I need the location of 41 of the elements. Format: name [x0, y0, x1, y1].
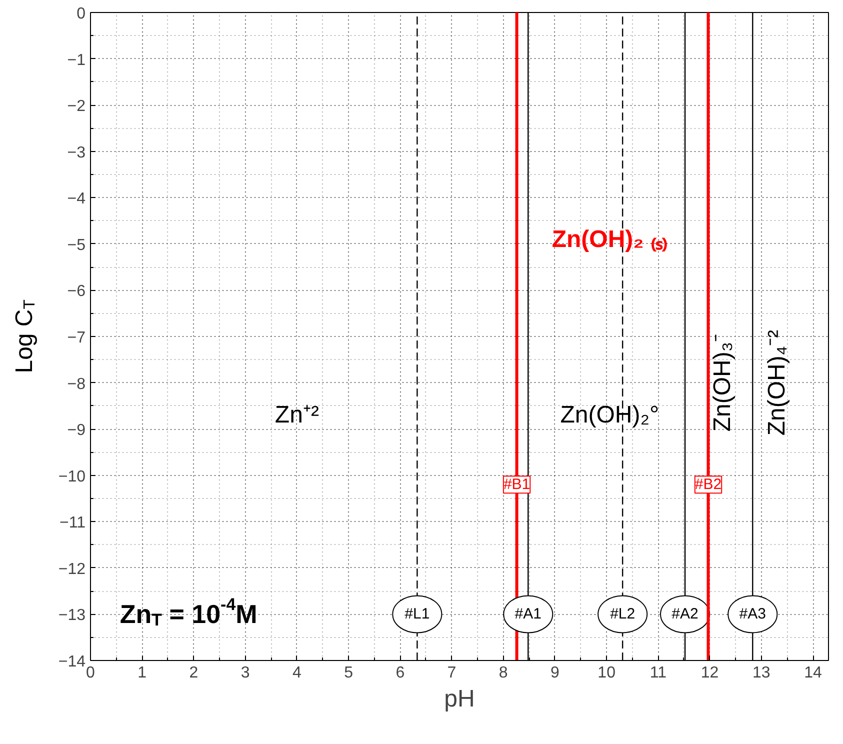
annotation: Zn(OH)₃⁻ [709, 334, 736, 432]
y-axis-title: Log CT [11, 299, 38, 374]
y-tick-label: −7 [67, 330, 86, 346]
x-tick-label: 13 [752, 664, 770, 682]
x-tick-label: 10 [598, 664, 616, 682]
series-label: #L2 [610, 606, 636, 623]
annotation: Zn(OH)₄⁻² [763, 330, 790, 436]
y-tick-label: −3 [67, 144, 86, 162]
x-tick-label: 12 [700, 664, 719, 682]
x-tick-label: 6 [396, 664, 405, 682]
y-tick-label: −9 [67, 422, 86, 440]
x-tick-label: 7 [447, 664, 456, 682]
x-tick-label: 11 [650, 664, 667, 682]
annotation: Zn(OH)₂° [560, 402, 660, 429]
y-tick-label: 0 [76, 6, 86, 22]
x-axis-title: pH [444, 686, 475, 712]
series-label: #A2 [672, 606, 698, 623]
y-tick-label: −5 [67, 236, 86, 254]
x-tick-label: 5 [344, 664, 354, 682]
x-tick-label: 4 [292, 664, 302, 682]
x-tick-label: 14 [804, 664, 822, 682]
y-tick-label: −11 [60, 514, 86, 532]
x-tick-label: 2 [189, 664, 198, 682]
y-tick-label: −4 [67, 190, 86, 208]
series-label: #A3 [739, 606, 766, 623]
x-tick-label: 8 [498, 664, 508, 682]
x-tick-label: 9 [550, 664, 560, 682]
annotation: Zn(OH)₂ ₍ₛ₎ [552, 226, 668, 253]
y-tick-label: −1 [67, 52, 86, 69]
y-tick-label: −14 [58, 654, 86, 670]
x-tick-label: 1 [138, 664, 147, 682]
series-label: #L1 [404, 606, 430, 623]
y-tick-label: −13 [58, 607, 86, 624]
y-tick-label: −12 [58, 560, 86, 578]
y-tick-label: −6 [67, 283, 86, 300]
y-tick-label: −10 [58, 468, 86, 486]
annotation: Zn⁺² [274, 402, 319, 429]
x-tick-label: 3 [240, 664, 250, 682]
y-tick-label: −2 [67, 98, 86, 116]
y-tick-label: −8 [67, 376, 86, 393]
series-label: #A1 [514, 606, 542, 623]
